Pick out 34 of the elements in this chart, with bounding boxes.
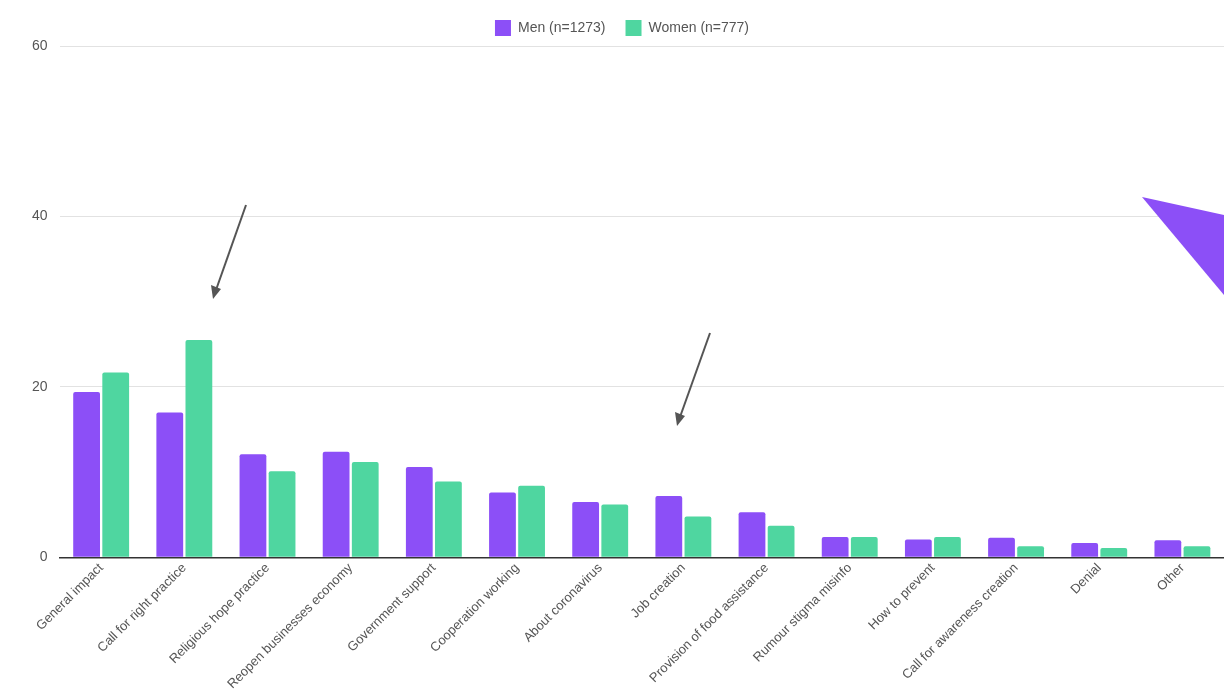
bar <box>102 372 130 557</box>
y-tick-label: 40 <box>31 207 48 224</box>
bar <box>435 481 462 557</box>
bar <box>268 471 296 557</box>
bar <box>934 536 961 557</box>
bar <box>1100 548 1128 557</box>
y-tick-label: 60 <box>31 36 48 53</box>
bar <box>684 516 712 557</box>
y-tick-label: 20 <box>31 377 48 394</box>
bar <box>1154 540 1182 557</box>
y-tick-label: 0 <box>39 548 48 565</box>
bar <box>738 512 766 557</box>
bar <box>405 467 433 557</box>
bar <box>572 501 600 557</box>
legend-label: Women (n=777) <box>648 18 750 35</box>
bar <box>655 496 683 557</box>
bar <box>904 539 932 557</box>
bar <box>767 525 795 557</box>
bar <box>850 536 878 557</box>
bar <box>518 485 545 557</box>
bar <box>1071 542 1099 557</box>
bar <box>239 454 267 557</box>
bar <box>185 340 213 557</box>
bar <box>322 451 350 557</box>
bar <box>1017 546 1045 557</box>
bar <box>988 537 1015 557</box>
bar <box>601 504 629 557</box>
bar <box>821 536 849 557</box>
legend-label: Men (n=1273) <box>517 18 606 35</box>
bar <box>489 492 516 557</box>
bar <box>1183 546 1211 557</box>
bar <box>351 461 379 557</box>
bar <box>73 392 100 557</box>
bar <box>156 412 184 557</box>
